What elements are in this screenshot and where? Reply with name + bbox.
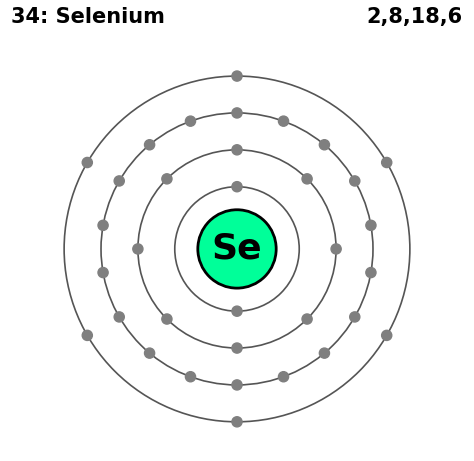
Circle shape (232, 71, 242, 81)
Circle shape (232, 417, 242, 427)
Circle shape (185, 116, 196, 126)
Text: 34: Selenium: 34: Selenium (11, 7, 165, 27)
Circle shape (133, 244, 143, 254)
Circle shape (350, 176, 360, 186)
Circle shape (198, 210, 276, 288)
Circle shape (350, 312, 360, 322)
Circle shape (302, 314, 312, 324)
Circle shape (382, 331, 392, 341)
Circle shape (232, 306, 242, 316)
Circle shape (232, 182, 242, 192)
Circle shape (232, 343, 242, 353)
Circle shape (162, 314, 172, 324)
Circle shape (98, 220, 108, 230)
Circle shape (366, 220, 376, 230)
Text: Se: Se (212, 232, 262, 266)
Circle shape (232, 145, 242, 155)
Circle shape (185, 372, 196, 382)
Circle shape (319, 140, 329, 150)
Circle shape (232, 380, 242, 390)
Circle shape (232, 108, 242, 118)
Text: 2,8,18,6: 2,8,18,6 (367, 7, 463, 27)
Circle shape (162, 174, 172, 184)
Circle shape (82, 330, 92, 340)
Circle shape (278, 372, 289, 382)
Circle shape (331, 244, 341, 254)
Circle shape (145, 348, 155, 358)
Circle shape (145, 140, 155, 150)
Circle shape (319, 348, 329, 358)
Circle shape (302, 174, 312, 184)
Circle shape (278, 116, 289, 126)
Circle shape (82, 158, 92, 168)
Circle shape (366, 267, 376, 278)
Circle shape (114, 176, 124, 186)
Circle shape (98, 267, 108, 278)
Circle shape (114, 312, 124, 322)
Circle shape (382, 158, 392, 168)
